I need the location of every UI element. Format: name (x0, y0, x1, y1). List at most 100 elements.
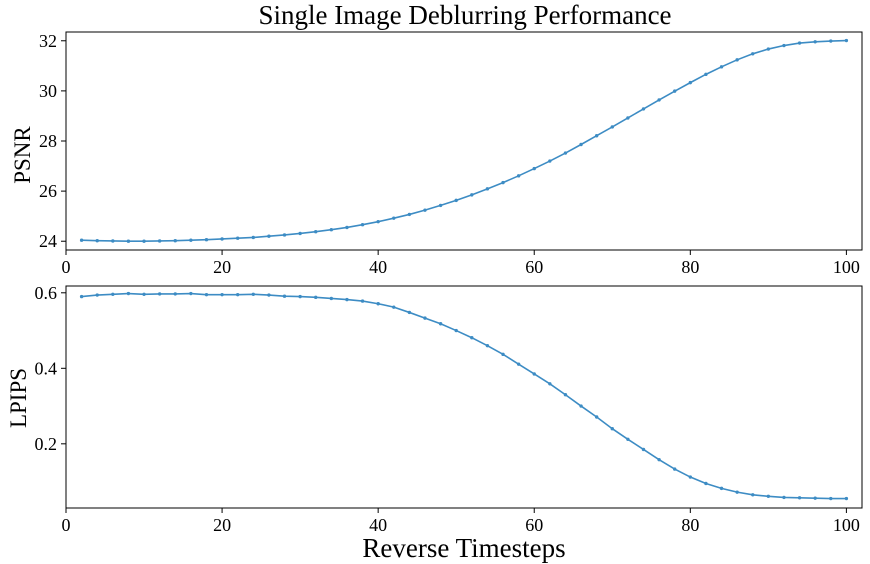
plot-frame (65, 285, 863, 509)
data-point (719, 486, 724, 491)
data-point (79, 294, 84, 299)
data-point (688, 80, 693, 85)
y-tick-label: 30 (39, 81, 57, 101)
data-point (673, 467, 677, 471)
data-point (173, 239, 177, 243)
data-point (345, 297, 349, 302)
y-tick-label: 32 (39, 31, 57, 51)
data-point (719, 65, 724, 69)
data-point (485, 187, 490, 191)
data-point (501, 352, 505, 357)
psnr-panel: 0 20 40 60 80 100 24 26 28 30 32 PSNR (10, 31, 863, 277)
series-line (81, 292, 847, 500)
data-point (657, 98, 661, 102)
data-point (532, 372, 536, 376)
x-tick-label: 40 (369, 257, 387, 277)
data-point (189, 238, 193, 242)
data-point (563, 151, 568, 155)
data-point (423, 316, 427, 320)
data-point (407, 310, 412, 315)
data-point (735, 58, 739, 62)
data-point (376, 219, 380, 224)
data-point (766, 47, 771, 51)
data-point (204, 238, 209, 242)
series-line (81, 39, 847, 243)
data-point (563, 393, 568, 397)
data-point (267, 234, 271, 238)
data-point (314, 230, 318, 234)
x-tick-label: 100 (833, 515, 860, 535)
plot-frame (65, 31, 863, 251)
data-point (829, 39, 833, 43)
data-point (298, 231, 302, 236)
data-point (626, 116, 630, 120)
data-point (95, 239, 99, 243)
data-point (641, 447, 646, 452)
x-tick-label: 20 (213, 257, 231, 277)
data-point (251, 235, 255, 240)
data-point (345, 225, 349, 230)
data-point (126, 291, 131, 296)
x-tick-label: 40 (369, 515, 387, 535)
data-point (751, 52, 755, 56)
data-point (298, 294, 302, 299)
y-tick-label: 28 (39, 131, 57, 151)
data-point (142, 239, 146, 243)
x-axis-label: Reverse Timesteps (362, 533, 565, 563)
data-point (360, 222, 365, 227)
chart-title: Single Image Deblurring Performance (258, 0, 671, 30)
data-point (485, 343, 490, 348)
data-point (79, 238, 84, 242)
data-point (407, 212, 412, 217)
data-point (610, 125, 614, 129)
data-point (95, 293, 99, 297)
data-point (548, 382, 552, 386)
data-point (782, 495, 786, 500)
x-tick-label: 80 (681, 515, 699, 535)
data-point (329, 228, 334, 232)
data-point (235, 292, 240, 297)
data-point (844, 38, 849, 43)
data-point (657, 457, 661, 462)
y-tick-label: 24 (39, 231, 57, 251)
data-point (673, 89, 677, 93)
y-tick-label: 0.2 (35, 434, 58, 454)
x-tick-label: 60 (525, 257, 543, 277)
data-point (735, 490, 739, 494)
data-point (470, 336, 474, 340)
lpips-panel: 0 20 40 60 80 100 0.2 0.4 0.6 LPIPS (6, 283, 863, 535)
data-point (813, 40, 817, 44)
data-point (392, 216, 396, 220)
y-axis-label: PSNR (10, 126, 35, 184)
data-point (329, 296, 334, 301)
data-point (766, 494, 771, 498)
data-point (579, 404, 583, 408)
data-point (594, 134, 599, 138)
data-point (126, 239, 131, 243)
data-point (392, 305, 396, 309)
data-point (704, 481, 708, 486)
y-axis-label: LPIPS (6, 368, 31, 428)
data-point (220, 292, 224, 297)
data-point (704, 72, 708, 77)
data-point (111, 292, 115, 297)
data-point (454, 198, 458, 203)
x-tick-label: 80 (681, 257, 699, 277)
data-point (251, 292, 255, 297)
data-point (516, 362, 521, 366)
data-point (501, 180, 505, 185)
data-point (626, 437, 630, 441)
data-point (797, 41, 802, 45)
data-point (314, 295, 318, 300)
data-point (829, 496, 833, 501)
y-tick-label: 26 (39, 181, 57, 201)
data-point (516, 174, 521, 178)
data-point (454, 328, 458, 333)
data-point (594, 415, 599, 419)
data-point (813, 496, 817, 500)
data-point (220, 237, 224, 241)
data-point (844, 496, 849, 501)
x-tick-label: 100 (833, 257, 860, 277)
data-point (751, 493, 755, 497)
